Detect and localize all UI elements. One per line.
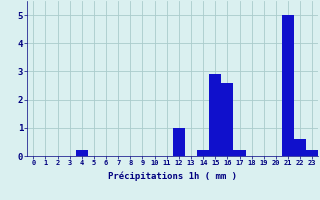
X-axis label: Précipitations 1h ( mm ): Précipitations 1h ( mm ) (108, 172, 237, 181)
Bar (234, 150, 246, 156)
Bar (282, 15, 294, 156)
Bar (294, 139, 306, 156)
Bar (76, 150, 88, 156)
Bar (173, 128, 185, 156)
Bar (221, 83, 234, 156)
Bar (306, 150, 318, 156)
Bar (197, 150, 209, 156)
Bar (209, 74, 221, 156)
